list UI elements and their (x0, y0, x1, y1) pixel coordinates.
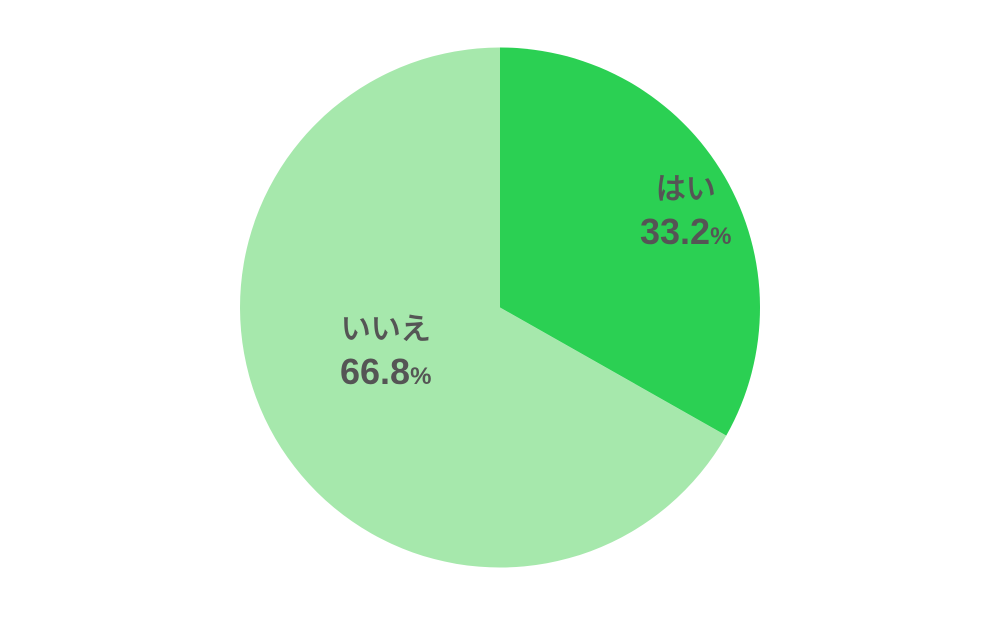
pie-chart (240, 48, 760, 568)
percent-symbol: % (410, 363, 431, 390)
slice-label-value-row: 33.2% (640, 209, 731, 256)
slice-label-value: 33.2 (640, 211, 710, 252)
slice-label-1: いいえ66.8% (340, 310, 431, 396)
slice-label-0: はい33.2% (640, 170, 731, 256)
slice-label-value-row: 66.8% (340, 349, 431, 396)
percent-symbol: % (710, 223, 731, 250)
slice-label-name: はい (640, 170, 731, 209)
slice-label-name: いいえ (340, 310, 431, 349)
pie-chart-container (240, 48, 760, 573)
slice-label-value: 66.8 (340, 351, 410, 392)
